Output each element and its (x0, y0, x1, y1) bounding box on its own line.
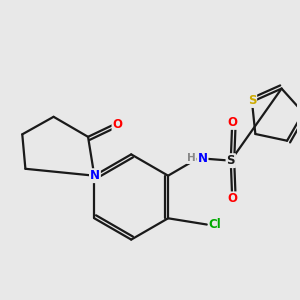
Text: N: N (90, 169, 100, 182)
Text: H: H (187, 153, 196, 163)
Text: N: N (198, 152, 208, 165)
Text: O: O (228, 116, 238, 129)
Text: O: O (228, 192, 238, 206)
Text: O: O (112, 118, 122, 131)
Text: Cl: Cl (209, 218, 221, 231)
Text: S: S (226, 154, 235, 167)
Text: S: S (248, 94, 256, 107)
